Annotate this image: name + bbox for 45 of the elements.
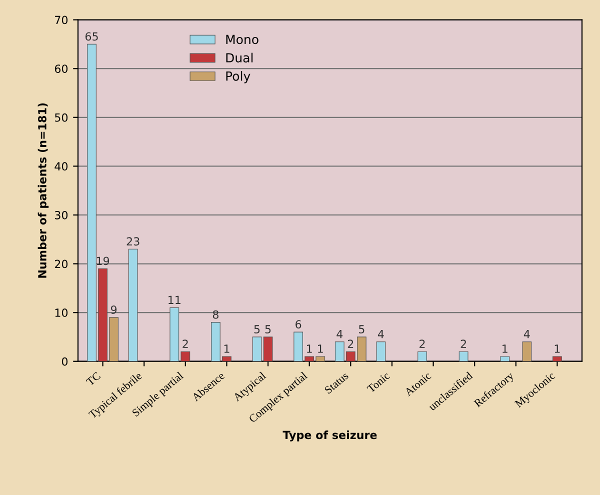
- data-label: 11: [168, 296, 180, 304]
- data-label: 1: [318, 344, 323, 353]
- data-label: 6: [296, 320, 302, 329]
- y-tick-label: 20: [54, 260, 68, 268]
- data-label: 1: [502, 344, 508, 353]
- y-tick-label: 70: [55, 16, 68, 24]
- x-tick-label: Tonic: [366, 372, 390, 394]
- bar: [128, 248, 138, 362]
- x-axis-title: Type of seizure: [282, 430, 377, 442]
- legend-label: Mono: [226, 34, 258, 44]
- data-label: 1: [554, 344, 560, 353]
- data-label: 19: [96, 256, 110, 266]
- data-label: 2: [182, 340, 188, 348]
- data-label: 65: [85, 32, 98, 41]
- data-label: 1: [224, 344, 230, 353]
- y-tick-label: 30: [54, 210, 68, 220]
- legend-label: Dual: [226, 52, 253, 62]
- data-label: 5: [358, 325, 364, 334]
- bar: [263, 336, 273, 362]
- bar: [552, 356, 562, 362]
- bar: [252, 336, 262, 362]
- data-label: 4: [524, 330, 530, 338]
- data-label: 1: [307, 344, 312, 353]
- bar: [500, 356, 510, 362]
- y-tick-label: 0: [62, 357, 68, 366]
- data-label: 4: [336, 330, 343, 338]
- data-label: 2: [420, 340, 425, 348]
- y-tick-label: 60: [54, 64, 68, 73]
- y-axis-title: Number of patients (n=181): [38, 103, 49, 278]
- data-label: 2: [348, 340, 354, 348]
- y-tick-label: 10: [55, 308, 68, 317]
- bar: [522, 342, 532, 362]
- data-label: 5: [254, 325, 260, 334]
- data-label: 9: [110, 305, 117, 314]
- y-tick-label: 50: [54, 113, 68, 122]
- bar: [376, 342, 386, 362]
- y-tick-label: 40: [54, 162, 68, 171]
- x-tick-label: TC: [86, 372, 101, 386]
- bar: [458, 351, 468, 362]
- bar: [418, 351, 427, 362]
- data-label: 23: [126, 237, 140, 246]
- data-label: 4: [378, 330, 384, 338]
- data-label: 5: [265, 325, 271, 334]
- legend-label: Poly: [226, 71, 250, 84]
- data-label: 2: [460, 340, 466, 348]
